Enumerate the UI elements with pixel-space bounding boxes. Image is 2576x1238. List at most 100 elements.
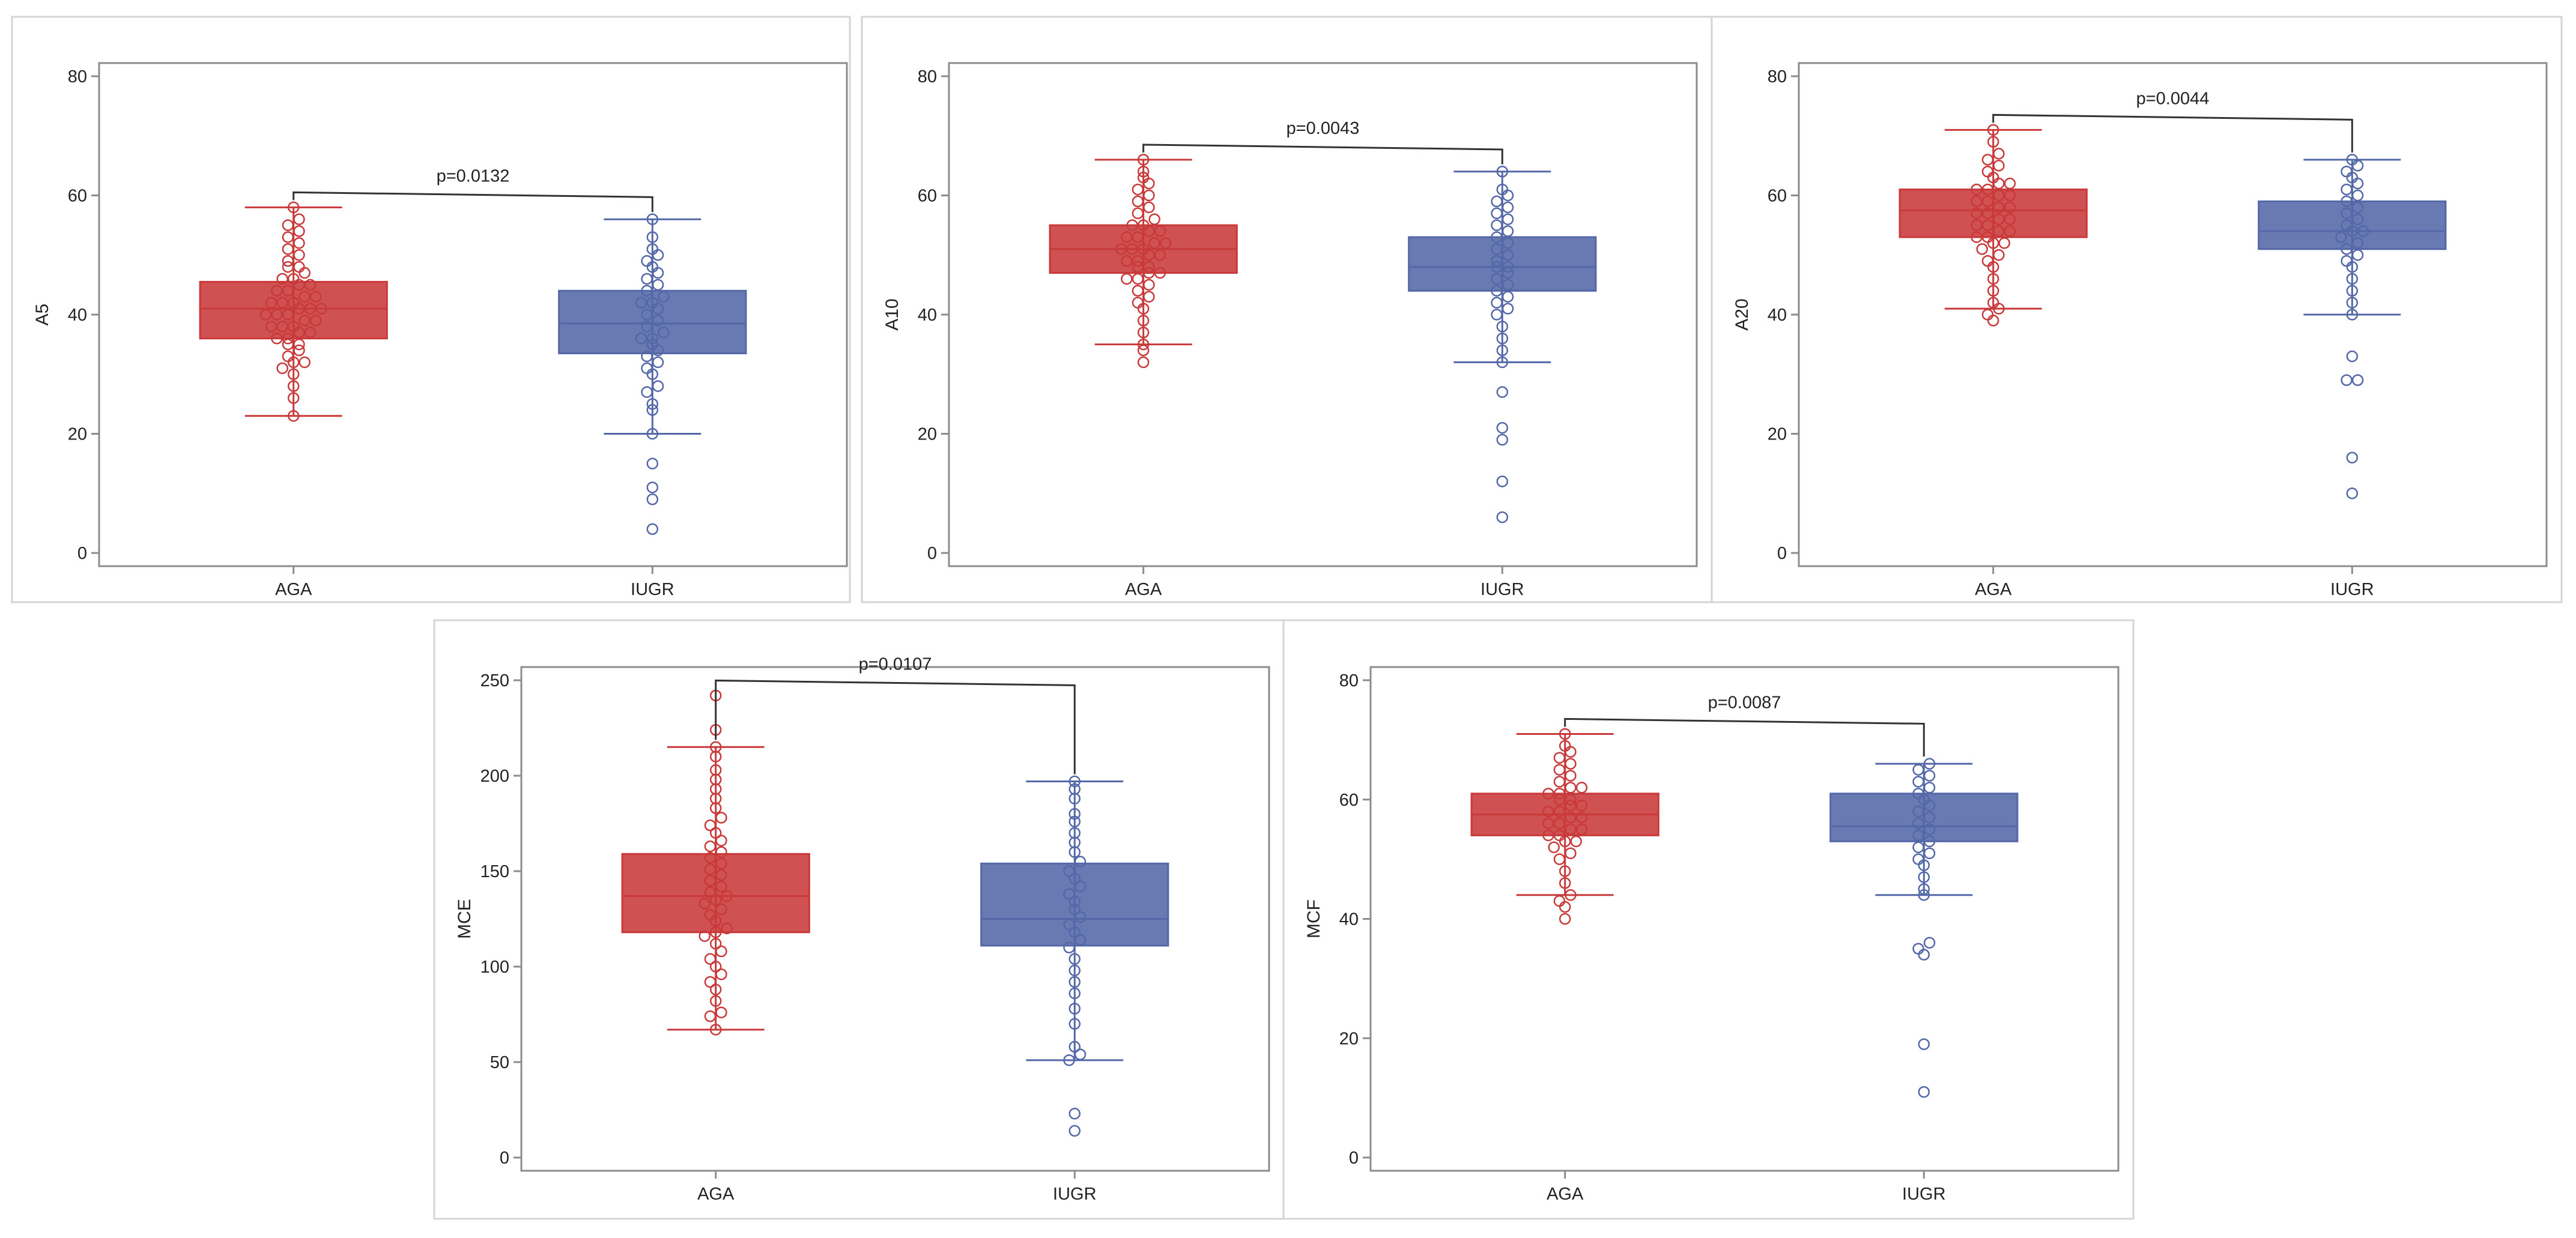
data-point xyxy=(1068,987,1081,1000)
data-point xyxy=(1918,889,1930,901)
data-point xyxy=(1074,1048,1086,1061)
data-point xyxy=(1068,1108,1081,1120)
data-point xyxy=(652,267,664,279)
data-point xyxy=(658,327,670,339)
data-point xyxy=(299,356,311,369)
data-point xyxy=(709,983,722,995)
y-axis-title: A5 xyxy=(32,304,52,326)
data-point xyxy=(2351,374,2364,386)
significance-bracket xyxy=(1992,113,2353,152)
y-axis-title: A20 xyxy=(1732,298,1752,330)
data-point xyxy=(1981,207,1994,220)
y-tick-label: 80 xyxy=(68,67,87,86)
data-point xyxy=(2335,231,2347,243)
y-tick-label: 0 xyxy=(1349,1149,1359,1168)
data-point xyxy=(1068,775,1081,788)
data-point xyxy=(1993,303,2005,315)
data-point xyxy=(1575,811,1588,824)
data-point xyxy=(1559,877,1571,889)
data-point xyxy=(259,309,272,321)
data-point xyxy=(1068,1125,1081,1137)
data-point xyxy=(1565,770,1577,782)
data-point xyxy=(646,368,659,380)
data-point xyxy=(309,291,322,303)
data-point xyxy=(699,930,711,942)
data-point xyxy=(276,362,288,375)
plot-frame xyxy=(520,666,1270,1172)
data-point xyxy=(282,231,294,243)
data-point xyxy=(1137,344,1150,357)
data-point xyxy=(715,869,727,881)
data-point xyxy=(1491,285,1503,297)
x-tick-label-aga: AGA xyxy=(1975,580,2012,599)
data-point xyxy=(276,321,288,333)
data-point xyxy=(1491,207,1503,220)
data-point xyxy=(646,332,659,345)
data-point xyxy=(2341,243,2353,255)
panel-border xyxy=(861,16,1713,603)
data-point xyxy=(1565,799,1577,812)
data-point xyxy=(2346,488,2359,500)
data-point xyxy=(1981,183,1994,196)
data-point xyxy=(721,922,733,935)
data-point xyxy=(1987,315,1999,327)
data-point xyxy=(1143,291,1155,303)
data-point xyxy=(276,273,288,285)
data-point xyxy=(2346,225,2359,237)
data-point xyxy=(641,285,653,297)
data-point xyxy=(2004,177,2016,190)
data-point xyxy=(282,255,294,267)
data-point xyxy=(287,356,300,369)
data-point xyxy=(658,291,670,303)
data-point xyxy=(1559,728,1571,740)
data-point xyxy=(2351,213,2364,225)
data-point xyxy=(1496,511,1509,524)
data-point xyxy=(1496,433,1509,446)
data-point xyxy=(2346,451,2359,463)
data-point xyxy=(1143,261,1155,273)
data-point xyxy=(1565,746,1577,758)
data-point xyxy=(1496,332,1509,345)
data-point xyxy=(1912,817,1924,830)
data-point xyxy=(1993,213,2005,225)
data-point xyxy=(1137,356,1150,369)
data-point xyxy=(1553,853,1566,865)
data-point xyxy=(652,249,664,261)
data-point xyxy=(1923,770,1936,782)
data-point xyxy=(1553,776,1566,788)
data-point xyxy=(1987,273,1999,285)
data-point xyxy=(1918,883,1930,895)
data-point xyxy=(271,332,283,345)
y-tick-label: 200 xyxy=(480,767,509,786)
data-point xyxy=(1496,166,1509,178)
data-point xyxy=(2341,183,2353,196)
data-point xyxy=(1074,934,1086,946)
data-point xyxy=(287,409,300,422)
data-point xyxy=(1575,782,1588,794)
data-point xyxy=(704,886,717,898)
data-point xyxy=(1068,926,1081,938)
data-point xyxy=(1971,195,1983,208)
data-point xyxy=(265,321,277,333)
data-point xyxy=(1912,829,1924,842)
data-point xyxy=(304,279,317,291)
data-point xyxy=(1491,219,1503,231)
data-point xyxy=(1121,273,1133,285)
data-point xyxy=(1553,788,1566,800)
data-point xyxy=(1068,896,1081,908)
data-point xyxy=(1137,303,1150,315)
y-tick-label: 40 xyxy=(1768,306,1787,325)
box-series-aga xyxy=(199,201,388,422)
data-point xyxy=(315,303,327,315)
data-point xyxy=(1987,285,1999,297)
significance-bracket xyxy=(292,191,653,213)
data-point xyxy=(1068,872,1081,885)
p-value-label: p=0.0044 xyxy=(2136,89,2210,108)
data-point xyxy=(2351,201,2364,214)
x-tick-label-aga: AGA xyxy=(697,1185,735,1204)
data-point xyxy=(1496,421,1509,434)
y-tick-label: 80 xyxy=(1768,67,1787,86)
data-point xyxy=(1063,865,1075,877)
data-point xyxy=(293,225,305,237)
data-point xyxy=(287,380,300,392)
